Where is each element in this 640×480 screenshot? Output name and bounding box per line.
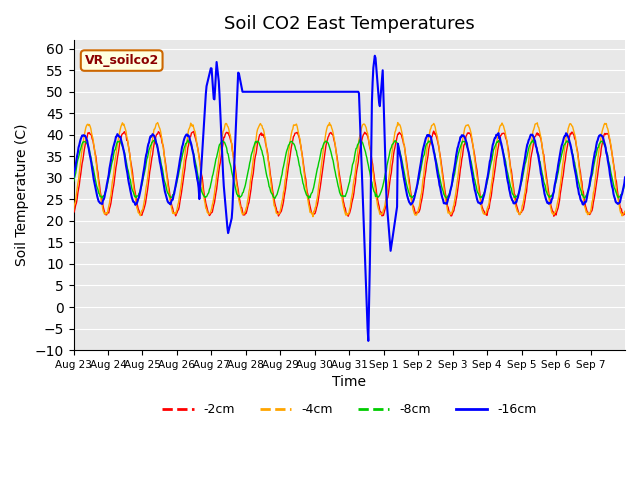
Y-axis label: Soil Temperature (C): Soil Temperature (C) [15,124,29,266]
Title: Soil CO2 East Temperatures: Soil CO2 East Temperatures [224,15,475,33]
Text: VR_soilco2: VR_soilco2 [84,54,159,67]
Legend: -2cm, -4cm, -8cm, -16cm: -2cm, -4cm, -8cm, -16cm [157,398,541,421]
X-axis label: Time: Time [332,375,366,389]
